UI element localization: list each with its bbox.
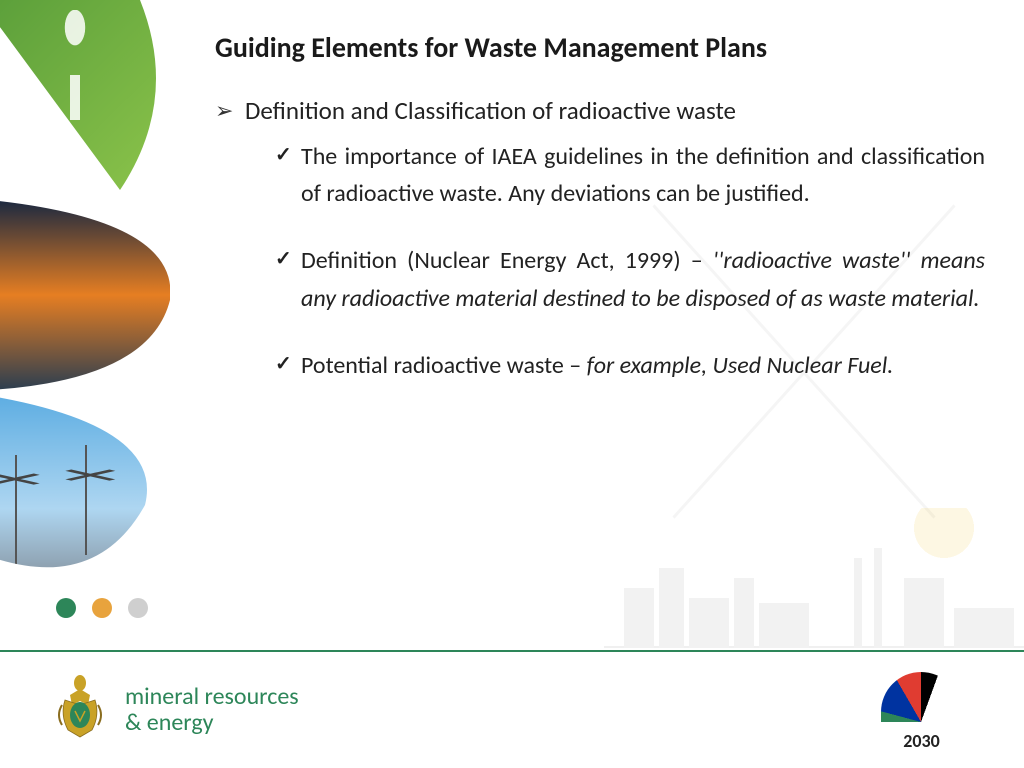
sub-bullet-3-italic: for example, Used Nuclear Fuel.: [587, 351, 894, 380]
ndp-arc-icon: [881, 672, 961, 722]
footer-right: 2030: [879, 672, 964, 752]
department-name: mineral resources & energy: [125, 684, 299, 737]
sub-bullet-2-prefix: Definition (Nuclear Energy Act, 1999) –: [301, 246, 713, 275]
main-bullet: Definition and Classification of radioac…: [215, 95, 985, 126]
indicator-dots: [56, 598, 148, 618]
leaf-industry-image: [0, 200, 170, 390]
skyline-watermark: [604, 508, 1024, 648]
slide-title: Guiding Elements for Waste Management Pl…: [215, 30, 985, 65]
leaf-bulb-image: [0, 0, 160, 190]
sub-bullet-list: The importance of IAEA guidelines in the…: [215, 138, 985, 384]
sub-bullet-3-prefix: Potential radioactive waste –: [301, 351, 587, 380]
ndp-year: 2030: [879, 730, 964, 752]
sub-bullet-1-text: The importance of IAEA guidelines in the…: [301, 142, 985, 208]
dot-1: [56, 598, 76, 618]
slide-content: Guiding Elements for Waste Management Pl…: [215, 30, 985, 414]
coat-of-arms-icon: [50, 675, 110, 745]
sub-bullet-2: Definition (Nuclear Energy Act, 1999) – …: [275, 242, 985, 316]
ndp-2030-logo: 2030: [879, 672, 964, 752]
footer-divider: [0, 650, 1024, 652]
left-leaf-graphic: [0, 0, 200, 620]
footer-left: mineral resources & energy: [50, 675, 299, 745]
sub-bullet-1: The importance of IAEA guidelines in the…: [275, 138, 985, 212]
footer: mineral resources & energy 2030: [0, 660, 1024, 768]
leaf-windfarm-image: [0, 395, 165, 585]
dept-line-2: & energy: [125, 710, 299, 736]
dot-2: [92, 598, 112, 618]
dot-3: [128, 598, 148, 618]
sub-bullet-3: Potential radioactive waste – for exampl…: [275, 347, 985, 384]
dept-line-1: mineral resources: [125, 684, 299, 710]
